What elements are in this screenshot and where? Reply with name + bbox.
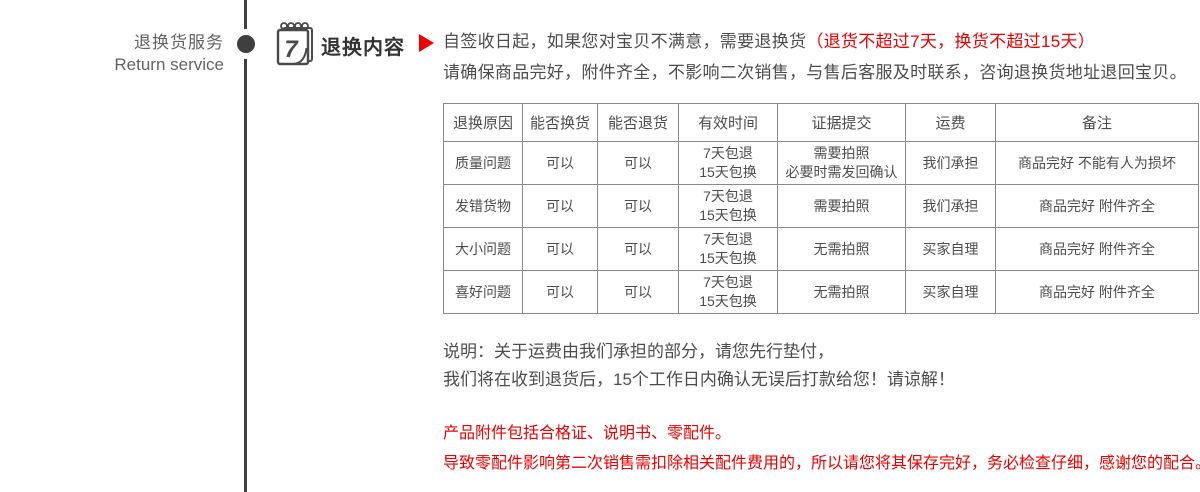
table-header-row: 退换原因 能否换货 能否退货 有效时间 证据提交 运费 备注	[443, 103, 1199, 142]
table-cell: 7天包退 15天包换	[678, 227, 778, 271]
accessories-warning-line-1: 产品附件包括合格证、说明书、零配件。	[443, 425, 732, 442]
table-cell: 可以	[522, 227, 598, 271]
table-cell: 可以	[597, 184, 679, 228]
shipping-note: 说明：关于运费由我们承担的部分，请您先行垫付， 我们将在收到退货后，15个工作日…	[443, 338, 1200, 394]
shipping-note-line-2: 我们将在收到退货后，15个工作日内确认无误后打款给您！请谅解！	[443, 370, 955, 389]
table-cell: 我们承担	[905, 184, 996, 228]
table-cell: 可以	[522, 270, 598, 314]
header-shipping-fee: 运费	[905, 103, 996, 142]
table-cell: 喜好问题	[443, 270, 523, 314]
intro-line-1: 自签收日起，如果您对宝贝不满意，需要退换货（退货不超过7天，换货不超过15天） …	[443, 26, 1200, 88]
service-title-en: Return service	[114, 55, 224, 74]
table-cell: 需要拍照	[777, 184, 906, 228]
header-returnable: 能否退货	[597, 103, 679, 142]
table-cell: 我们承担	[905, 141, 996, 185]
table-cell: 质量问题	[443, 141, 523, 185]
intro-line-1-highlight: （退货不超过7天，换货不超过15天）	[806, 32, 1096, 51]
service-label: 退换货服务 Return service	[0, 31, 224, 76]
table-cell: 7天包退 15天包换	[678, 141, 778, 185]
table-cell: 商品完好 附件齐全	[995, 227, 1199, 271]
service-title-cn: 退换货服务	[134, 33, 224, 52]
table-cell: 买家自理	[905, 227, 996, 271]
table-cell: 大小问题	[443, 227, 523, 271]
accessories-warning-line-2: 导致零配件影响第二次销售需扣除相关配件费用的，所以请您将其保存完好，务必检查仔细…	[443, 455, 1200, 472]
table-cell: 需要拍照 必要时需发回确认	[777, 141, 906, 185]
content-column: 自签收日起，如果您对宝贝不满意，需要退换货（退货不超过7天，换货不超过15天） …	[443, 0, 1200, 479]
table-cell: 商品完好 附件齐全	[995, 270, 1199, 314]
table-row: 大小问题 可以 可以 7天包退 15天包换 无需拍照 买家自理 商品完好 附件齐…	[443, 227, 1199, 271]
header-evidence: 证据提交	[777, 103, 906, 142]
table-cell: 无需拍照	[777, 270, 906, 314]
table-cell: 7天包退 15天包换	[678, 270, 778, 314]
table-row: 质量问题 可以 可以 7天包退 15天包换 需要拍照 必要时需发回确认 我们承担…	[443, 141, 1199, 185]
accessories-warning: 产品附件包括合格证、说明书、零配件。 导致零配件影响第二次销售需扣除相关配件费用…	[443, 419, 1200, 479]
table-row: 喜好问题 可以 可以 7天包退 15天包换 无需拍照 买家自理 商品完好 附件齐…	[443, 270, 1199, 314]
calendar-day-number: 7	[284, 36, 299, 63]
right-arrow-icon	[419, 34, 434, 52]
table-row: 发错货物 可以 可以 7天包退 15天包换 需要拍照 我们承担 商品完好 附件齐…	[443, 184, 1199, 228]
header-remarks: 备注	[995, 103, 1199, 142]
calendar-7-icon: 7	[271, 19, 317, 74]
shipping-note-line-1: 说明：关于运费由我们承担的部分，请您先行垫付，	[443, 342, 834, 361]
table-cell: 可以	[597, 141, 679, 185]
header-exchangeable: 能否换货	[522, 103, 598, 142]
table-cell: 商品完好 附件齐全	[995, 184, 1199, 228]
header-valid-period: 有效时间	[678, 103, 778, 142]
table-cell: 买家自理	[905, 270, 996, 314]
table-cell: 可以	[522, 141, 598, 185]
section-title: 退换内容	[321, 37, 405, 59]
intro-line-1-text: 自签收日起，如果您对宝贝不满意，需要退换货	[443, 32, 807, 51]
bullet-dot	[231, 29, 261, 59]
table-cell: 可以	[597, 270, 679, 314]
table-cell: 7天包退 15天包换	[678, 184, 778, 228]
vertical-divider	[244, 0, 247, 492]
header-reason: 退换原因	[443, 103, 523, 142]
intro-line-2-text: 请确保商品完好，附件齐全，不影响二次销售，与售后客服及时联系，咨询退换货地址退回…	[443, 63, 1187, 82]
table-cell: 无需拍照	[777, 227, 906, 271]
table-cell: 可以	[597, 227, 679, 271]
return-policy-table: 退换原因 能否换货 能否退货 有效时间 证据提交 运费 备注 质量问题 可以 可…	[443, 103, 1199, 314]
table-cell: 可以	[522, 184, 598, 228]
table-cell: 发错货物	[443, 184, 523, 228]
table-cell: 商品完好 不能有人为损坏	[995, 141, 1199, 185]
